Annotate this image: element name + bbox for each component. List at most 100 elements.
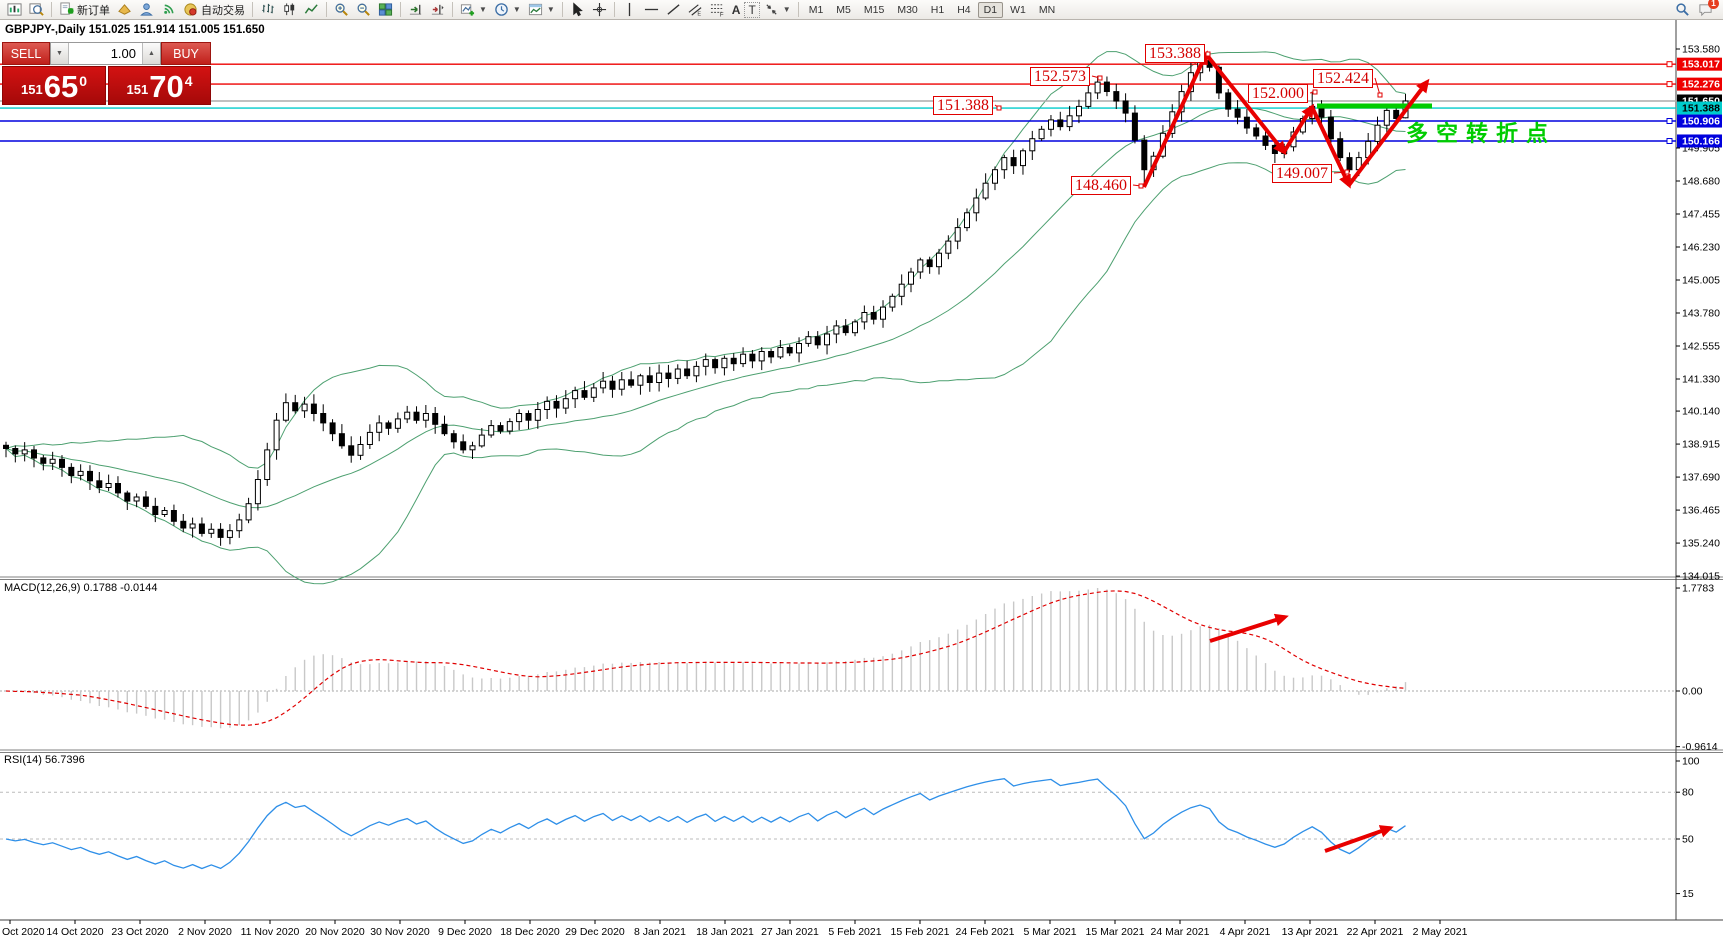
tab-timeframe-d1[interactable]: D1: [977, 1, 1004, 18]
trend-arrows[interactable]: [1142, 50, 1430, 853]
candle-chart-mode-button[interactable]: [279, 1, 300, 18]
tab-timeframe-m1[interactable]: M1: [808, 3, 824, 16]
price-scale[interactable]: [1676, 20, 1722, 920]
separator: [252, 2, 253, 17]
volume-value[interactable]: 1.00: [110, 46, 136, 61]
svg-text:151.388: 151.388: [1682, 103, 1720, 115]
tab-timeframe-h1[interactable]: H1: [930, 3, 945, 16]
svg-text:F: F: [720, 12, 724, 17]
chart-shift-button[interactable]: [427, 1, 448, 18]
tab-timeframe-m30[interactable]: M30: [897, 3, 918, 16]
autotrading-button[interactable]: 自动交易: [180, 1, 248, 19]
price-annotation[interactable]: 151.388: [933, 96, 993, 115]
chart-note-text[interactable]: 多空转折点: [1406, 121, 1557, 146]
price-axis: 153.580149.905148.680147.455146.230145.0…: [1676, 44, 1722, 900]
chart-window-button[interactable]: [4, 1, 25, 18]
svg-text:145.005: 145.005: [1682, 275, 1720, 287]
price-annotation[interactable]: 153.388: [1145, 44, 1205, 63]
new-order-icon: [60, 2, 74, 15]
community-button[interactable]: [136, 1, 157, 18]
periods-button[interactable]: ▼: [491, 1, 524, 18]
separator: [452, 2, 453, 17]
channel-tool-button[interactable]: E: [685, 1, 706, 18]
bar-chart-mode-button[interactable]: [257, 1, 278, 18]
tile-windows-button[interactable]: [375, 1, 396, 18]
cursor-tool-button[interactable]: [567, 1, 588, 18]
text-tool-button[interactable]: A: [729, 2, 744, 18]
price-level-tag: 152.276: [1677, 77, 1722, 91]
svg-text:20 Nov 2020: 20 Nov 2020: [305, 926, 365, 938]
svg-text:24 Mar 2021: 24 Mar 2021: [1151, 926, 1210, 938]
svg-text:29 Dec 2020: 29 Dec 2020: [565, 926, 625, 938]
price-annotation[interactable]: 149.007: [1272, 164, 1332, 183]
tab-timeframe-m15[interactable]: M15: [863, 3, 885, 16]
sell-price-button[interactable]: 151 65 0: [2, 66, 106, 105]
auto-scroll-button[interactable]: [405, 1, 426, 18]
cursor-icon: [573, 2, 583, 17]
svg-text:142.555: 142.555: [1682, 341, 1720, 353]
signals-button[interactable]: [158, 1, 179, 18]
price-level-tag: 151.388: [1677, 101, 1722, 115]
svg-text:152.276: 152.276: [1682, 79, 1720, 91]
svg-text:Oct 2020: Oct 2020: [2, 926, 45, 938]
new-order-button[interactable]: 新订单: [56, 1, 113, 19]
svg-text:50: 50: [1682, 834, 1694, 846]
svg-text:15 Mar 2021: 15 Mar 2021: [1086, 926, 1145, 938]
zoom-in-button[interactable]: [331, 1, 352, 18]
svg-text:0.00: 0.00: [1682, 686, 1703, 698]
price-annotation[interactable]: 152.000: [1248, 84, 1308, 103]
price-annotation[interactable]: 148.460: [1071, 176, 1131, 195]
metaeditor-button[interactable]: [114, 1, 135, 18]
indicators-icon: [460, 4, 475, 16]
horizontal-level-lines[interactable]: [0, 61, 1676, 144]
zoom-out-button[interactable]: [353, 1, 374, 18]
arrows-tool-button[interactable]: ▼: [761, 1, 794, 18]
svg-text:22 Apr 2021: 22 Apr 2021: [1347, 926, 1404, 938]
buy-header-button[interactable]: BUY: [161, 42, 211, 65]
indicators-button[interactable]: ▼: [457, 1, 490, 18]
chart-canvas[interactable]: 153.580149.905148.680147.455146.230145.0…: [0, 20, 1723, 945]
volume-decrease-button[interactable]: ▼: [51, 43, 69, 64]
tab-timeframe-mn[interactable]: MN: [1038, 3, 1056, 16]
sell-header-button[interactable]: SELL: [2, 42, 50, 65]
rsi-line: [5, 778, 1406, 870]
svg-text:5 Mar 2021: 5 Mar 2021: [1023, 926, 1076, 938]
separator: [326, 2, 327, 17]
tab-timeframe-h4[interactable]: H4: [957, 3, 971, 16]
fibonacci-tool-button[interactable]: F: [707, 1, 728, 18]
crosshair-tool-button[interactable]: [589, 1, 610, 18]
svg-text:148.680: 148.680: [1682, 176, 1720, 188]
vertical-line-tool-button[interactable]: [619, 1, 640, 18]
search-button[interactable]: [1675, 2, 1690, 17]
price-annotation[interactable]: 152.424: [1313, 69, 1373, 88]
chart-window[interactable]: 153.580 149.905 148.680 147.455 146.230 145.0…: [0, 20, 1723, 945]
crosshair-icon: [592, 2, 606, 17]
macd-plot-area[interactable]: [0, 579, 1676, 748]
rsi-plot-area[interactable]: [0, 752, 1676, 918]
svg-text:1.7783: 1.7783: [1682, 583, 1714, 595]
svg-text:30 Nov 2020: 30 Nov 2020: [370, 926, 430, 938]
price-annotation[interactable]: 152.573: [1030, 67, 1090, 86]
search-icon: [1676, 3, 1689, 16]
svg-text:153.017: 153.017: [1682, 59, 1720, 71]
auto-scroll-icon: [409, 4, 422, 15]
buy-price-button[interactable]: 151 70 4: [107, 66, 211, 105]
line-chart-mode-button[interactable]: [301, 1, 322, 18]
market-watch-icon: [29, 3, 44, 16]
autotrading-icon: [184, 3, 197, 16]
templates-button[interactable]: ▼: [525, 1, 558, 18]
label-tool-button[interactable]: T: [744, 1, 760, 18]
tab-timeframe-m5[interactable]: M5: [836, 3, 851, 16]
zoom-in-icon: [335, 3, 348, 16]
svg-text:15: 15: [1682, 888, 1694, 900]
arrows-shapes-icon: [766, 4, 777, 15]
notifications-button[interactable]: 1: [1698, 0, 1719, 17]
tab-timeframe-w1[interactable]: W1: [1010, 3, 1026, 16]
community-person-icon: [140, 3, 153, 16]
market-watch-button[interactable]: [26, 1, 47, 18]
horizontal-line-tool-button[interactable]: [641, 1, 662, 18]
volume-increase-button[interactable]: ▲: [142, 43, 160, 64]
trendline-tool-button[interactable]: [663, 1, 684, 18]
sell-price-sup: 0: [79, 73, 87, 89]
separator: [400, 2, 401, 17]
